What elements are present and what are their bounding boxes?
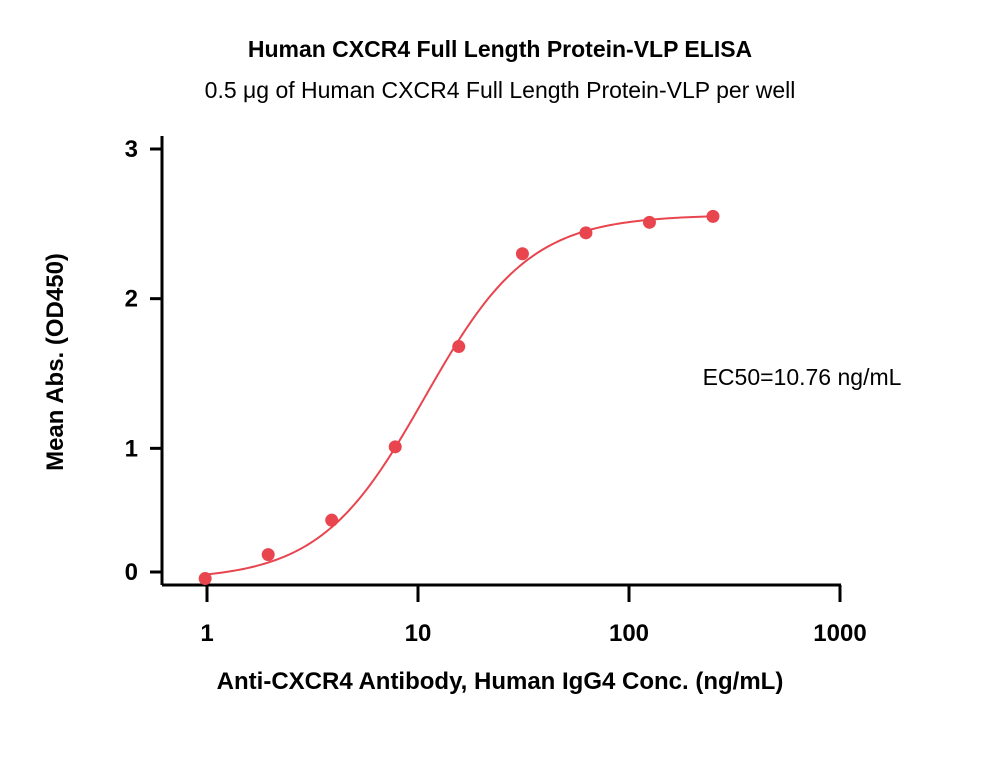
data-point [388,440,402,454]
y-tick-label: 1 [125,435,138,462]
data-point [515,247,529,261]
data-point [642,215,656,229]
y-axis-title: Mean Abs. (OD450) [42,253,69,471]
data-points [198,209,720,586]
chart-subtitle: 0.5 μg of Human CXCR4 Full Length Protei… [205,77,796,103]
data-point [706,209,720,223]
axes [160,136,841,587]
fit-curve [205,215,713,576]
chart-title: Human CXCR4 Full Length Protein-VLP ELIS… [248,36,752,62]
x-ticks: 1 10 100 1000 [200,585,867,647]
data-point [452,340,466,354]
y-tick-label: 2 [125,286,138,313]
x-tick-label: 1000 [813,620,866,647]
y-ticks: 0 1 2 3 [125,136,162,586]
data-point [261,548,275,562]
data-point [579,226,593,240]
x-tick-label: 10 [405,620,432,647]
x-axis-title: Anti-CXCR4 Antibody, Human IgG4 Conc. (n… [217,668,784,695]
data-point [198,572,212,586]
x-tick-label: 1 [200,620,213,647]
y-tick-label: 0 [125,559,138,586]
x-tick-label: 100 [609,620,649,647]
data-point [325,513,339,527]
y-tick-label: 3 [125,136,138,163]
ec50-annotation: EC50=10.76 ng/mL [703,364,902,390]
